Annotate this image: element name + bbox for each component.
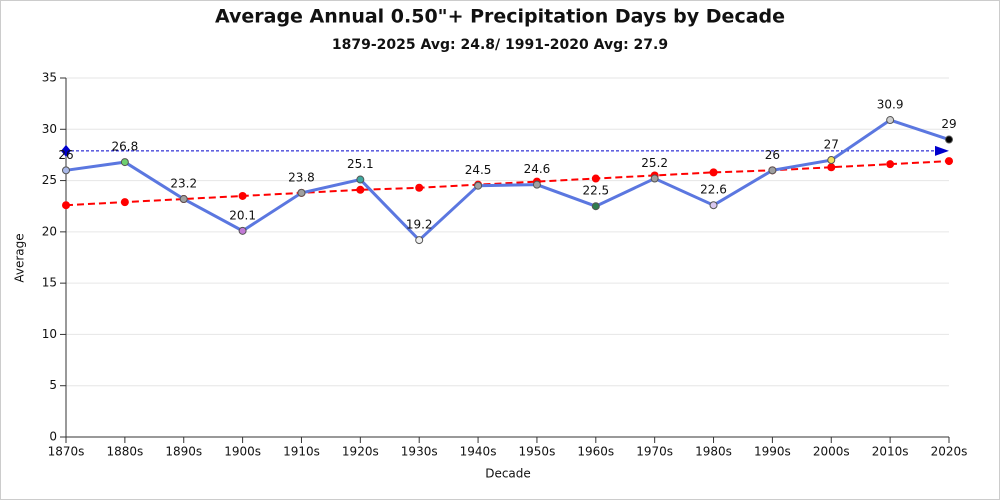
data-label: 29 [941,117,956,131]
data-label: 24.5 [465,163,492,177]
trend-line [65,160,950,207]
x-tick-label: 2010s [872,445,909,459]
x-tick-label: 1910s [283,445,320,459]
y-tick-label: 15 [42,276,57,290]
x-tick-label: 1870s [48,445,85,459]
data-label: 19.2 [406,218,433,232]
x-tick-label: 1920s [342,445,379,459]
x-tick-label: 1950s [519,445,556,459]
data-point [62,166,70,175]
x-tick-label: 1890s [165,445,202,459]
chart-title: Average Annual 0.50"+ Precipitation Days… [215,6,785,28]
trend-point [591,174,600,183]
y-tick-label: 5 [49,378,57,392]
data-point [120,158,129,167]
data-point [827,156,836,165]
data-point [474,181,483,190]
data-line [65,118,950,243]
chart-subtitle: 1879-2025 Avg: 24.8/ 1991-2020 Avg: 27.9 [332,37,668,53]
x-tick-label: 1980s [695,445,732,459]
data-point [591,202,600,211]
data-label: 26 [765,148,780,162]
data-point [297,188,306,197]
x-tick-label: 1960s [577,445,614,459]
reference-arrow [935,145,949,156]
data-label: 26 [58,148,73,162]
x-tick-label: 1900s [224,445,261,459]
y-tick-label: 25 [42,173,57,187]
data-point [532,180,541,189]
y-tick-label: 20 [42,224,57,238]
trend-point [709,168,718,177]
x-tick-label: 1930s [401,445,438,459]
data-label: 24.6 [524,162,551,176]
y-axis-label: Average [13,233,27,282]
data-label: 30.9 [877,98,904,112]
x-tick-label: 1880s [106,445,143,459]
x-tick-label: 1940s [460,445,497,459]
x-tick-label: 2020s [931,445,968,459]
reference-start [61,144,71,157]
data-point [415,236,424,245]
x-axis-label: Decade [485,467,531,481]
data-label: 25.1 [347,157,374,171]
y-tick-label: 35 [42,71,57,85]
data-point [709,201,718,210]
trend-point [120,198,129,207]
y-tick-label: 0 [49,430,57,444]
data-point [356,175,365,184]
data-label: 22.5 [582,184,609,198]
data-point [945,135,953,144]
trend-point [238,191,247,200]
data-label: 23.8 [288,170,315,184]
trend-point [62,201,70,210]
data-point [768,166,777,175]
data-label: 20.1 [229,208,256,222]
trend-point [356,185,365,194]
trend-point [945,157,953,166]
data-point [179,195,188,204]
y-tick-label: 30 [42,122,57,136]
y-tick-label: 10 [42,327,57,341]
trend-point [415,183,424,192]
trend-point [827,163,836,172]
data-label: 23.2 [170,177,197,191]
data-point [886,116,895,125]
x-tick-label: 1970s [636,445,673,459]
data-label: 22.6 [700,183,727,197]
data-label: 27 [824,138,839,152]
data-point [238,226,247,235]
x-tick-label: 1990s [754,445,791,459]
data-point [650,174,659,183]
trend-point [886,160,895,169]
data-label: 25.2 [641,156,668,170]
data-label: 26.8 [112,140,139,154]
x-tick-label: 2000s [813,445,850,459]
